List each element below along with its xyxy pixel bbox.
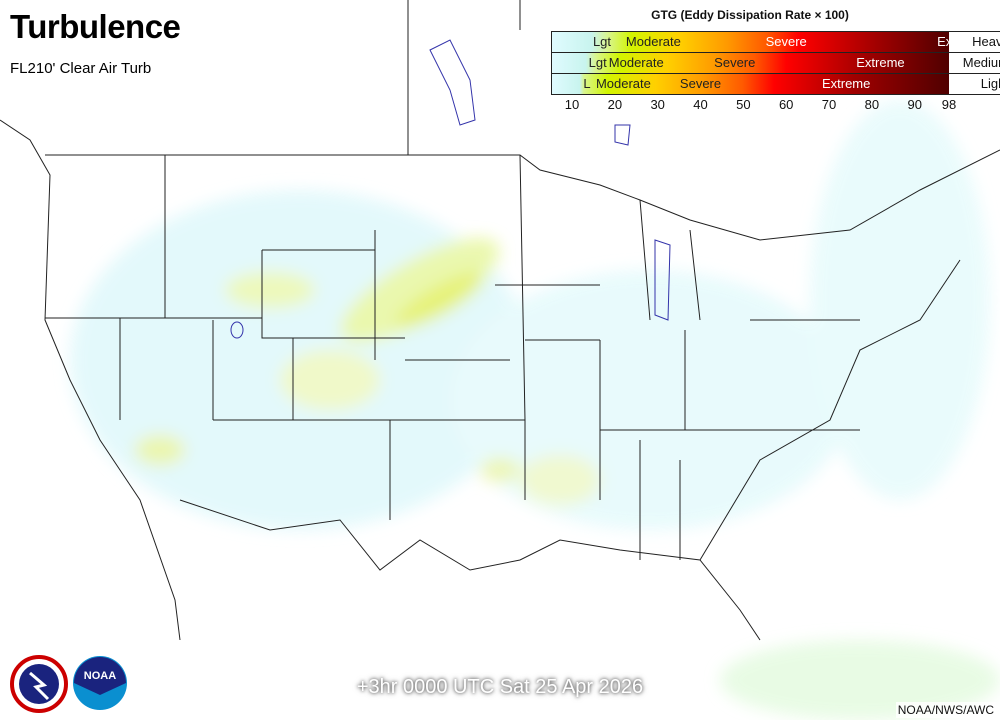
legend-category-label: L bbox=[583, 76, 591, 91]
legend-row-name: Light bbox=[980, 76, 1000, 91]
svg-text:NOAA: NOAA bbox=[84, 670, 116, 682]
legend-category-label: Extreme bbox=[821, 76, 871, 91]
nws-logo bbox=[10, 655, 68, 718]
legend-category-label: Severe bbox=[679, 76, 722, 91]
legend-category-label: Extreme bbox=[856, 55, 905, 70]
legend-row-name: Medium bbox=[962, 55, 1000, 70]
legend-category-label: Moderate bbox=[608, 55, 664, 70]
legend-row-light: L Moderate Severe Extreme Light bbox=[552, 74, 1000, 94]
legend-category-label: Moderate bbox=[595, 76, 651, 91]
legend-row-heavy: Lgt Moderate Severe Ex Heavy bbox=[552, 32, 1000, 53]
legend-tick: 80 bbox=[864, 97, 880, 112]
legend-gradient bbox=[552, 74, 949, 94]
turbulence-field bbox=[70, 100, 1000, 720]
legend-tick: 30 bbox=[650, 97, 665, 112]
legend-tick: 60 bbox=[778, 97, 794, 112]
legend-category-label: Severe bbox=[765, 34, 807, 49]
credit: NOAA/NWS/AWC bbox=[895, 702, 996, 718]
noaa-logo: NOAA bbox=[72, 655, 128, 716]
valid-time: +3hr 0000 UTC Sat 25 Apr 2026 bbox=[356, 676, 644, 698]
legend-tick: 20 bbox=[607, 97, 623, 112]
page-title: Turbulence bbox=[10, 8, 181, 45]
lakes bbox=[230, 39, 671, 339]
legend-tick: 10 bbox=[564, 97, 580, 112]
level-subtitle: FL210' Clear Air Turb bbox=[10, 60, 152, 77]
legend-category-label: Lgt bbox=[592, 34, 612, 49]
legend-tick: 50 bbox=[736, 97, 751, 112]
legend-tick: 98 bbox=[941, 97, 957, 112]
legend-gradient bbox=[552, 53, 949, 73]
legend-tick: 70 bbox=[821, 97, 837, 112]
legend-category-label: Lgt bbox=[588, 55, 607, 70]
legend-gradient bbox=[552, 32, 949, 52]
color-legend: LgtModerateSevereExHeavyLgtModerateSever… bbox=[551, 31, 1000, 95]
legend-title: GTG (Eddy Dissipation Rate × 100) bbox=[651, 8, 849, 22]
legend-category-label: Severe bbox=[714, 55, 756, 70]
legend-row-name: Heavy bbox=[972, 34, 1000, 49]
legend-tick: 40 bbox=[693, 97, 708, 112]
legend-category-label: Ex bbox=[937, 34, 953, 49]
legend-tick: 90 bbox=[907, 97, 922, 112]
legend-category-label: Moderate bbox=[625, 34, 681, 49]
coastlines-and-borders bbox=[0, 0, 1000, 641]
